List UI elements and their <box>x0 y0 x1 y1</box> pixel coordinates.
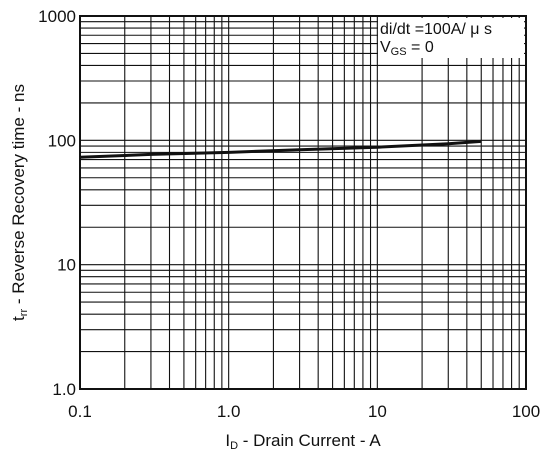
grid <box>80 16 526 389</box>
y-tick-label: 10 <box>57 256 76 275</box>
annotation-vgs: VGS = 0 <box>380 39 434 58</box>
y-tick-label: 1000 <box>38 7 76 26</box>
y-axis-title: trr - Reverse Recovery time - ns <box>9 84 30 321</box>
tick-labels: 0.1 1.0 10 100 1.0 10 100 1000 <box>38 7 540 421</box>
x-tick-label: 100 <box>512 402 540 421</box>
series-layer <box>79 139 482 159</box>
y-tick-label: 1.0 <box>52 380 76 399</box>
x-axis-title: ID - Drain Current - A <box>225 431 381 452</box>
x-tick-label: 1.0 <box>217 402 241 421</box>
trr-series-line <box>79 139 482 159</box>
x-tick-label: 10 <box>368 402 387 421</box>
annotation-didt: di/dt =100A/ μ s <box>380 21 492 38</box>
annotation: di/dt =100A/ μ s VGS = 0 <box>378 18 524 58</box>
plot-frame <box>79 15 527 390</box>
annotation-background <box>378 18 524 58</box>
y-tick-label: 100 <box>48 131 76 150</box>
x-tick-label: 0.1 <box>68 402 92 421</box>
